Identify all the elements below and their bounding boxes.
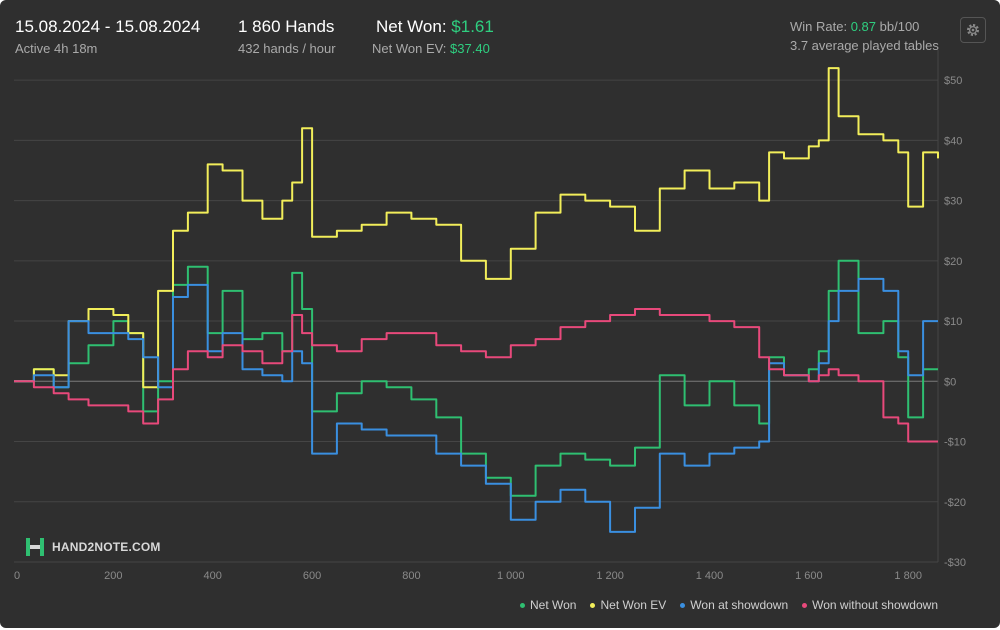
chart-legend: Net Won Net Won EV Won at showdown Won with… xyxy=(520,598,938,612)
hands-per-hour: 432 hands / hour xyxy=(238,41,336,56)
hand2note-logo: HAND2NOTE.COM xyxy=(24,536,161,558)
y-tick-label: $50 xyxy=(944,75,962,87)
win-rate: Win Rate: 0.87 bb/100 xyxy=(790,19,919,34)
legend-swatch xyxy=(802,602,808,608)
series-line-net-won-ev[interactable] xyxy=(14,67,939,389)
net-won-ev-summary: Net Won EV: $37.40 xyxy=(372,41,490,56)
net-won-ev-value: $37.40 xyxy=(450,41,490,56)
y-tick-label: $30 xyxy=(944,196,962,208)
win-rate-unit: bb/100 xyxy=(879,19,920,34)
series-line-won-without-showdown[interactable] xyxy=(14,308,938,443)
legend-swatch xyxy=(590,602,596,608)
series-line-net-won[interactable] xyxy=(14,259,938,497)
legend-label: Net Won EV xyxy=(600,598,667,612)
x-tick-label: 400 xyxy=(204,570,222,582)
x-tick-label: 0 xyxy=(14,570,20,582)
series-line-won-at-showdown[interactable] xyxy=(14,277,938,533)
legend-item[interactable]: Net Won xyxy=(520,598,576,612)
legend-swatch xyxy=(680,602,686,608)
net-won-value: $1.61 xyxy=(451,17,494,36)
net-won-summary: Net Won: $1.61 xyxy=(376,17,494,37)
legend-label: Net Won xyxy=(530,598,577,612)
gear-icon xyxy=(967,24,979,36)
legend-item[interactable]: Won at showdown xyxy=(680,598,788,612)
net-won-label: Net Won: xyxy=(376,17,447,36)
win-rate-label: Win Rate: xyxy=(790,19,848,34)
y-tick-label: -$30 xyxy=(944,557,966,569)
legend-item[interactable]: Won without showdown xyxy=(802,598,938,612)
date-range[interactable]: 15.08.2024 - 15.08.2024 xyxy=(15,17,201,36)
x-tick-label: 1 600 xyxy=(795,570,823,582)
legend-swatch xyxy=(520,602,526,608)
y-tick-label: $20 xyxy=(944,256,962,268)
x-tick-label: 1 000 xyxy=(497,570,525,582)
y-tick-label: -$20 xyxy=(944,497,966,509)
chart-ticks: $50 $40 $30 $20 $10 $0 -$10 -$20 -$30 0 200 400 600 8… xyxy=(14,75,966,582)
legend-label: Won without showdown xyxy=(812,598,938,612)
x-tick-label: 1 400 xyxy=(696,570,724,582)
legend-item[interactable]: Net Won EV xyxy=(590,598,666,612)
chart-grid xyxy=(14,50,939,563)
x-tick-label: 600 xyxy=(303,570,321,582)
active-time: Active 4h 18m xyxy=(15,41,98,56)
y-tick-label: $40 xyxy=(944,135,962,147)
y-tick-label: $10 xyxy=(944,316,962,328)
y-tick-label: -$10 xyxy=(944,437,966,449)
average-tables: 3.7 average played tables xyxy=(790,38,939,53)
x-tick-label: 1 200 xyxy=(596,570,624,582)
legend-label: Won at showdown xyxy=(690,598,789,612)
hand2note-logo-text: HAND2NOTE.COM xyxy=(52,540,161,554)
x-tick-label: 1 800 xyxy=(894,570,922,582)
chart-series xyxy=(14,67,939,533)
x-tick-label: 200 xyxy=(104,570,122,582)
y-tick-label: $0 xyxy=(944,376,956,388)
hands-count: 1 860 Hands xyxy=(238,17,335,36)
win-rate-value: 0.87 xyxy=(850,19,877,34)
settings-button[interactable] xyxy=(960,17,986,43)
x-tick-label: 800 xyxy=(402,570,420,582)
hand2note-logo-icon xyxy=(26,538,44,556)
net-won-ev-label: Net Won EV: xyxy=(372,41,447,56)
